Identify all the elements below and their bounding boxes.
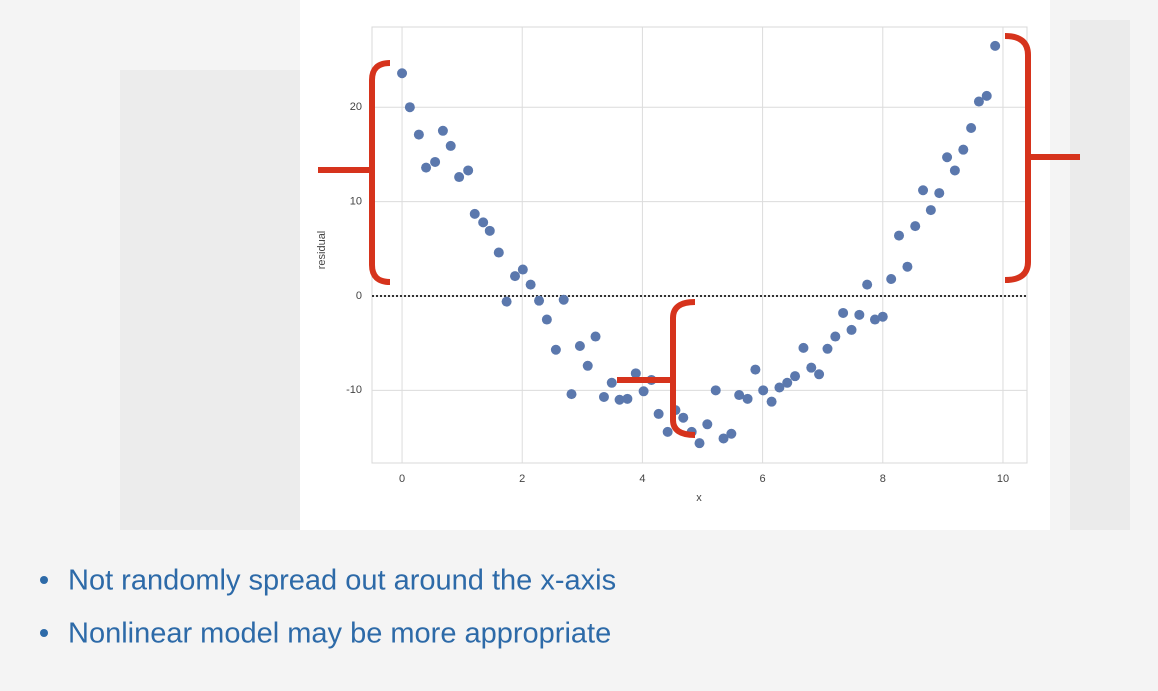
point (814, 369, 825, 380)
point (582, 360, 593, 371)
brace (617, 299, 696, 438)
point (469, 208, 480, 219)
point (822, 343, 833, 354)
point (758, 385, 769, 396)
point (421, 162, 432, 173)
point (445, 140, 456, 151)
point (510, 271, 521, 282)
point (430, 156, 441, 167)
point (830, 331, 841, 342)
point (437, 125, 448, 136)
point (966, 122, 977, 133)
brace (318, 60, 391, 285)
point (942, 152, 953, 163)
point (606, 377, 617, 388)
point (854, 309, 865, 320)
x-tick-label: 0 (399, 473, 405, 485)
point (734, 390, 745, 401)
x-tick-label: 6 (760, 473, 766, 485)
y-tick-label: 0 (356, 290, 362, 302)
point (574, 340, 585, 351)
point (534, 295, 545, 306)
point (413, 129, 424, 140)
point (726, 428, 737, 439)
point (397, 68, 408, 79)
x-tick-label: 4 (639, 473, 645, 485)
point (638, 386, 649, 397)
point (662, 426, 673, 437)
point (590, 331, 601, 342)
point (484, 225, 495, 236)
point (622, 393, 633, 404)
point (718, 433, 729, 444)
point (702, 419, 713, 430)
point (525, 279, 536, 290)
bullet-dot (40, 576, 48, 584)
bullet-dot (40, 629, 48, 637)
backdrop (1070, 20, 1130, 530)
x-axis-label: x (696, 492, 702, 504)
point (598, 391, 609, 402)
point (934, 188, 945, 199)
point (886, 273, 897, 284)
point (541, 314, 552, 325)
point (798, 342, 809, 353)
point (973, 96, 984, 107)
bullet-text: Not randomly spread out around the x-axi… (68, 565, 616, 597)
point (404, 102, 415, 113)
point (869, 314, 880, 325)
point (630, 368, 641, 379)
point (910, 221, 921, 232)
point (694, 438, 705, 449)
point (478, 217, 489, 228)
point (894, 230, 905, 241)
point (493, 247, 504, 258)
point (766, 396, 777, 407)
point (958, 144, 969, 155)
point (774, 382, 785, 393)
point (782, 377, 793, 388)
point (877, 311, 888, 322)
point (925, 205, 936, 216)
point (558, 294, 569, 305)
point (790, 371, 801, 382)
point (710, 385, 721, 396)
point (463, 165, 474, 176)
plot-area (371, 26, 1028, 464)
point (981, 90, 992, 101)
bullet-text: Nonlinear model may be more appropriate (68, 618, 611, 650)
plot: 0 2 4 6 8 10 -10 0 10 20 (346, 27, 1027, 485)
point (862, 279, 873, 290)
point (990, 40, 1001, 51)
point (566, 389, 577, 400)
point (550, 344, 561, 355)
point (678, 412, 689, 423)
brace (1004, 33, 1080, 283)
y-tick-label: -10 (346, 384, 362, 396)
point (742, 393, 753, 404)
point (653, 408, 664, 419)
point (806, 362, 817, 373)
y-tick-label: 10 (350, 195, 362, 207)
point (902, 261, 913, 272)
point (949, 165, 960, 176)
point (454, 172, 465, 183)
point (501, 296, 512, 307)
point (846, 324, 857, 335)
point (614, 394, 625, 405)
x-tick-label: 10 (997, 473, 1009, 485)
point (838, 307, 849, 318)
y-tick-label: 20 (350, 101, 362, 113)
point (750, 364, 761, 375)
x-tick-label: 8 (880, 473, 886, 485)
x-tick-label: 2 (519, 473, 525, 485)
braces (318, 33, 1080, 438)
y-axis-label: residual (316, 231, 328, 270)
point (918, 185, 929, 196)
point (517, 264, 528, 275)
